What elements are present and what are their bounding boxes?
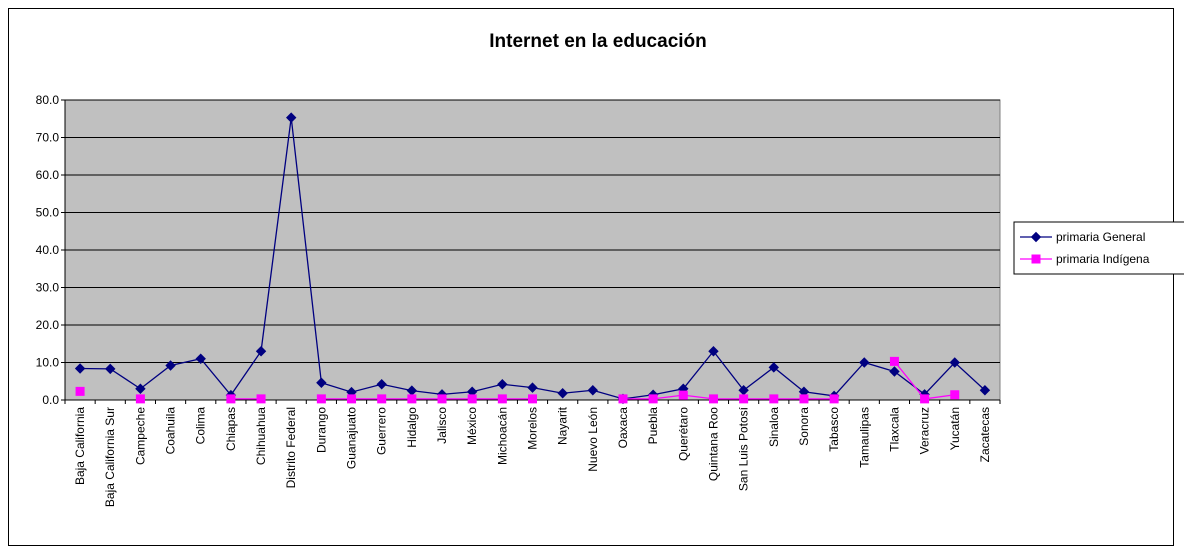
series-layer xyxy=(74,112,991,405)
x-tick-label: Morelos xyxy=(526,407,540,450)
data-point xyxy=(739,394,749,404)
x-tick-label: Zacatecas xyxy=(978,407,992,462)
legend-swatch-marker xyxy=(1030,231,1042,243)
data-point xyxy=(75,386,85,396)
y-axis: 0.0 10.0 20.0 30.0 40.0 50.0 60.0 70.0 80.0 xyxy=(36,93,66,407)
x-tick-label: Distrito Federal xyxy=(284,407,298,488)
chart-title: Internet en la educación xyxy=(489,31,707,52)
x-axis: Baja California Baja California Sur Campec… xyxy=(64,399,1001,507)
data-point xyxy=(256,394,266,404)
y-tick-label: 50.0 xyxy=(36,206,60,220)
x-tick-label: Querétaro xyxy=(676,407,690,461)
series-2 xyxy=(75,356,960,404)
data-point xyxy=(708,394,718,404)
data-point xyxy=(920,394,930,404)
legend-label: primaria Indígena xyxy=(1056,252,1150,266)
x-tick-label: Nuevo León xyxy=(586,407,600,472)
data-point xyxy=(497,394,507,404)
x-tick-label: Colima xyxy=(194,407,208,445)
x-tick-label: San Luis Potosí xyxy=(737,406,751,491)
legend-label: primaria General xyxy=(1056,230,1145,244)
data-point xyxy=(799,394,809,404)
data-point xyxy=(316,394,326,404)
legend-box xyxy=(1013,221,1184,275)
x-tick-label: Hidalgo xyxy=(405,407,419,448)
data-point xyxy=(437,394,447,404)
y-tick-label: 20.0 xyxy=(36,318,60,332)
x-tick-label: Campeche xyxy=(133,407,147,465)
y-tick-label: 70.0 xyxy=(36,131,60,145)
data-point xyxy=(407,394,417,404)
data-point xyxy=(949,357,960,368)
data-point xyxy=(135,383,146,394)
x-tick-label: Michoacán xyxy=(495,407,509,465)
x-tick-label: Durango xyxy=(314,407,328,453)
data-point xyxy=(528,394,537,404)
series-line xyxy=(622,394,835,400)
x-tick-label: Oaxaca xyxy=(616,407,630,449)
data-point xyxy=(286,112,297,123)
x-tick-label: Puebla xyxy=(646,407,660,445)
x-tick-label: Tabasco xyxy=(827,407,841,452)
y-tick-label: 10.0 xyxy=(36,356,60,370)
data-point xyxy=(889,366,900,377)
data-point xyxy=(648,394,658,404)
data-point xyxy=(557,388,568,399)
x-tick-label: Chihuahua xyxy=(254,407,268,465)
x-tick-label: Guerrero xyxy=(375,407,389,455)
x-tick-label: Quintana Roo xyxy=(706,407,720,481)
x-tick-label: Sinaloa xyxy=(767,407,781,447)
data-point xyxy=(316,377,327,388)
grid-lines xyxy=(65,99,1000,401)
x-tick-label: Tamaulipas xyxy=(857,407,871,468)
data-point xyxy=(347,394,357,404)
data-point xyxy=(497,379,508,390)
data-point xyxy=(950,390,960,400)
y-tick-label: 0.0 xyxy=(42,393,59,407)
data-point xyxy=(678,390,688,400)
x-tick-label: México xyxy=(465,407,479,445)
data-point xyxy=(377,394,387,404)
x-tick-label: Baja California xyxy=(73,407,87,485)
data-point xyxy=(195,353,206,364)
x-tick-label: Tlaxcala xyxy=(887,407,901,452)
x-tick-label: Chiapas xyxy=(224,407,238,451)
data-point xyxy=(165,360,176,371)
legend: primaria General primaria Indígena xyxy=(1013,221,1184,275)
data-point xyxy=(255,346,267,357)
x-tick-label: Nayarit xyxy=(556,406,570,445)
y-tick-label: 40.0 xyxy=(36,243,60,257)
data-point xyxy=(74,363,86,374)
data-point xyxy=(979,385,991,396)
data-point xyxy=(768,362,779,373)
data-point xyxy=(708,346,719,357)
x-tick-label: Yucatán xyxy=(948,407,962,450)
data-point xyxy=(467,394,477,404)
data-point xyxy=(769,394,779,404)
data-point xyxy=(829,394,839,404)
data-point xyxy=(527,382,538,393)
data-point xyxy=(587,385,599,396)
data-point xyxy=(859,357,870,368)
data-point xyxy=(105,363,116,375)
data-point xyxy=(618,394,628,404)
data-point xyxy=(889,356,899,366)
x-tick-label: Coahuila xyxy=(164,407,178,455)
x-tick-label: Sonora xyxy=(797,407,811,446)
x-tick-label: Veracruz xyxy=(918,407,932,454)
x-tick-label: Baja California Sur xyxy=(103,407,117,507)
y-tick-label: 80.0 xyxy=(36,93,60,107)
y-tick-label: 60.0 xyxy=(36,168,60,182)
legend-swatch-marker xyxy=(1031,254,1041,264)
data-point xyxy=(376,379,387,390)
y-tick-label: 30.0 xyxy=(36,281,60,295)
data-point xyxy=(135,394,145,404)
x-tick-label: Guanajuato xyxy=(345,407,359,469)
data-point xyxy=(226,394,236,404)
x-tick-label: Jalisco xyxy=(435,407,449,444)
